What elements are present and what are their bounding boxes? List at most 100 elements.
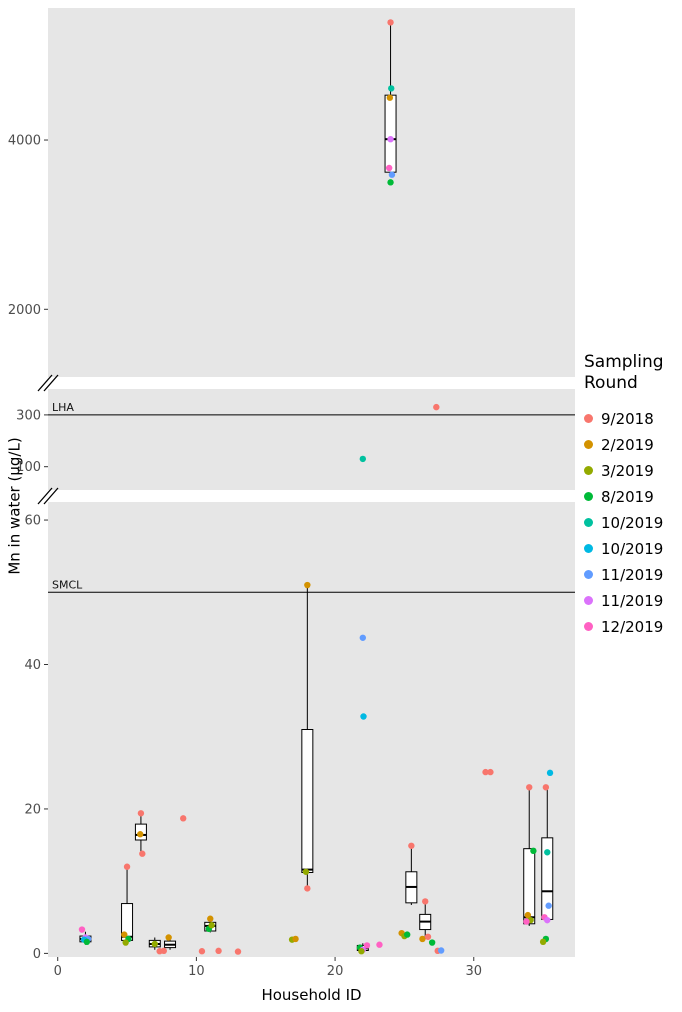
x-tick-label: 10 [188, 964, 205, 979]
legend-swatch-icon [584, 596, 593, 605]
data-point [544, 916, 551, 924]
data-point [546, 769, 554, 777]
legend-item: 3/2019 [584, 458, 680, 484]
data-point [137, 810, 145, 817]
legend-label: 2/2019 [601, 435, 654, 454]
data-point [482, 768, 489, 776]
data-point [408, 842, 415, 849]
data-point [360, 713, 367, 720]
legend-title: Sampling Round [584, 352, 664, 394]
data-point [304, 581, 311, 589]
x-tick-label: 0 [54, 964, 62, 979]
data-point [208, 922, 215, 929]
ref-line-label: LHA [52, 401, 74, 414]
legend-label: 3/2019 [601, 461, 654, 480]
data-point [419, 935, 426, 943]
data-point [292, 935, 299, 943]
data-point [403, 931, 411, 938]
data-point [123, 863, 131, 870]
data-point [530, 847, 537, 855]
panel-upper [48, 8, 575, 377]
data-point [437, 947, 445, 954]
data-point [388, 171, 396, 178]
y-tick-label: 40 [24, 658, 41, 673]
data-point [137, 831, 144, 838]
legend-item: 9/2018 [584, 406, 680, 432]
legend-label: 11/2019 [601, 565, 664, 584]
ref-line-label: SMCL [52, 578, 83, 591]
legend-item: 11/2019 [584, 588, 680, 614]
legend-swatch-icon [584, 466, 593, 475]
legend-swatch-icon [584, 414, 593, 423]
data-point [304, 885, 311, 892]
data-point [139, 850, 146, 857]
legend-item: 10/2019 [584, 536, 680, 562]
data-point [376, 941, 383, 948]
y-tick-label: 0 [33, 947, 41, 962]
legend-label: 10/2019 [601, 539, 664, 558]
data-point [198, 948, 206, 955]
data-point [524, 911, 532, 919]
data-point [387, 179, 394, 186]
legend-item: 11/2019 [584, 562, 680, 588]
y-tick-label: 100 [16, 460, 41, 475]
data-point [539, 938, 547, 946]
axis-break-icon [43, 374, 59, 392]
data-point [165, 934, 172, 941]
legend-swatch-icon [584, 492, 593, 501]
data-point [424, 933, 432, 940]
legend-swatch-icon [584, 570, 593, 579]
data-point [180, 815, 187, 822]
legend-swatch-icon [584, 622, 593, 631]
data-point [544, 849, 551, 856]
legend-item: 12/2019 [584, 614, 680, 640]
data-point [526, 784, 533, 791]
legend: Sampling Round 9/2018 2/2019 3/2019 8/2019 1… [584, 352, 680, 640]
x-tick-label: 30 [465, 964, 482, 979]
axis-break-icon [37, 374, 53, 392]
legend-swatch-icon [584, 544, 593, 553]
data-point [542, 784, 550, 791]
data-point [359, 455, 367, 463]
legend-swatch-icon [584, 440, 593, 449]
legend-label: 11/2019 [601, 591, 664, 610]
data-point [386, 94, 394, 101]
data-point [122, 939, 129, 946]
data-point [385, 164, 393, 172]
data-point [428, 939, 436, 946]
data-point [388, 85, 395, 92]
data-point [387, 19, 394, 26]
box-rect [301, 729, 314, 873]
legend-label: 8/2019 [601, 487, 654, 506]
x-tick-label: 20 [327, 964, 344, 979]
data-point [121, 931, 128, 938]
legend-items: 9/2018 2/2019 3/2019 8/2019 10/2019 10/2019 11… [584, 406, 680, 640]
data-point [160, 947, 168, 955]
y-tick-label: 20 [24, 802, 41, 817]
data-point [302, 868, 310, 875]
legend-label: 9/2018 [601, 409, 654, 428]
data-point [83, 938, 91, 946]
data-point [523, 918, 530, 925]
data-point [207, 915, 214, 922]
data-point [387, 135, 394, 143]
data-point [234, 948, 242, 955]
data-point [78, 926, 86, 933]
y-tick-label: 300 [16, 408, 41, 423]
legend-label: 12/2019 [601, 617, 664, 636]
y-tick-label: 2000 [8, 303, 41, 318]
legend-label: 10/2019 [601, 513, 664, 532]
legend-swatch-icon [584, 518, 593, 527]
data-point [487, 768, 494, 776]
box-rect [523, 848, 536, 925]
axis-break-icon [43, 487, 59, 505]
data-point [215, 947, 222, 955]
legend-item: 10/2019 [584, 510, 680, 536]
data-point [151, 940, 158, 948]
x-axis-title: Household ID [261, 986, 362, 1004]
data-point [358, 948, 365, 955]
data-point [433, 403, 440, 411]
data-point [545, 902, 552, 909]
legend-item: 2/2019 [584, 432, 680, 458]
